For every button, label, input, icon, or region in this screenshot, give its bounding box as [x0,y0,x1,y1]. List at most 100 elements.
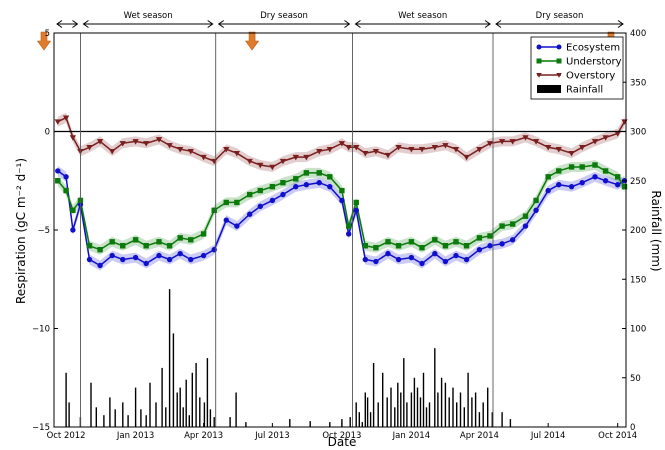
rainfall-bar [425,407,428,427]
circle-marker [536,44,542,50]
rainfall-bar [213,417,215,427]
circle-marker [70,227,76,233]
triangle-marker [395,145,402,151]
circle-marker [316,180,322,186]
axis-labels: Date Respiration (gC m⁻² d⁻¹) Rainfall (… [14,158,663,449]
rainfall-bar [474,392,477,427]
arrowhead-right-icon [344,20,351,28]
circle-marker [200,252,207,259]
square-marker [132,237,139,243]
x-tick-label: Oct 2014 [598,431,637,441]
square-marker [339,187,345,194]
rainfall-bar [437,392,439,427]
y-tick-label-left: 0 [45,128,50,138]
circle-marker [280,191,286,198]
square-marker [362,243,369,249]
square-marker [327,174,333,180]
rainfall-bar [478,412,481,427]
square-marker [385,239,391,245]
circle-marker [223,217,229,223]
square-marker [257,187,263,194]
square-marker [280,180,286,186]
circle-marker [395,256,402,263]
triangle-marker [579,145,586,151]
triangle-marker [522,135,529,141]
arrowhead-left-icon [56,20,63,28]
triangle-marker [166,143,173,149]
arrowhead-left-icon [495,20,502,28]
event-arrow-icon [244,31,260,51]
triangle-marker [452,147,460,153]
triangle-marker [246,158,253,165]
square-marker [109,239,115,245]
rainfall-bar [329,422,331,427]
triangle-marker [555,147,562,153]
circle-marker [487,243,493,249]
triangle-marker [316,148,323,155]
circle-marker [63,174,69,180]
circle-marker [55,168,61,174]
rainfall-bar [176,392,178,427]
square-marker [223,199,229,206]
rainfall-bar [403,358,405,427]
circle-marker [269,197,276,204]
square-marker [545,174,551,180]
season-label: Dry season [536,11,584,21]
square-marker [234,199,240,206]
y-tick-label-left: 5 [45,29,50,39]
y-tick-label-left: −5 [37,226,50,236]
rainfall-bar [406,402,408,427]
x-tick-label: Apr 2013 [184,431,223,441]
y-tick-label-right: 400 [630,29,646,39]
circle-marker [373,258,379,265]
arrowhead-right-icon [72,20,79,28]
triangle-marker [408,147,415,153]
rainfall-bar [491,412,493,427]
square-marker [463,243,470,249]
triangle-marker [568,150,575,157]
square-marker [303,170,310,176]
legend-label: Overstory [566,71,615,82]
season-overlay: Wet season Dry season Wet season Dry season [36,11,626,427]
event-arrow-icon [36,31,52,51]
square-marker [432,237,438,243]
rainfall-bar [377,402,379,427]
rainfall-bar [172,333,175,427]
y-tick-label-right: 350 [630,78,646,88]
circle-marker [419,260,425,267]
triangle-marker [338,141,346,147]
rainfall-bars [65,289,512,428]
legend-label: Rainfall [566,85,603,96]
square-marker [86,243,93,249]
rainfall-bar [149,382,151,427]
square-marker [476,235,483,241]
square-marker [120,243,126,249]
square-marker [55,178,61,184]
triangle-marker [498,139,506,145]
rainfall-bar [390,387,392,427]
rainfall-bar [394,407,396,427]
rainfall-bar [165,407,167,427]
circle-marker [499,241,505,247]
rainfall-bar [369,412,372,427]
x-axis-label: Date [328,435,357,449]
rainfall-bar [355,402,357,427]
series-markers [54,115,628,269]
y-axis-label-left: Respiration (gC m⁻² d⁻¹) [14,158,28,304]
square-marker [97,247,103,253]
x-tick-label: Jul 2013 [254,431,290,441]
rainfall-bar [364,392,366,427]
triangle-marker [591,139,599,145]
triangle-marker [556,73,562,78]
triangle-marker [109,148,116,155]
triangle-marker [463,154,470,161]
rainfall-bar [309,421,311,427]
rainfall-bar [68,402,70,427]
rainfall-bar [440,377,443,428]
triangle-marker [353,145,360,151]
circle-marker [166,256,173,263]
triangle-marker [545,145,552,151]
circle-marker [177,250,183,257]
square-marker [442,243,449,249]
triangle-marker [536,73,542,78]
